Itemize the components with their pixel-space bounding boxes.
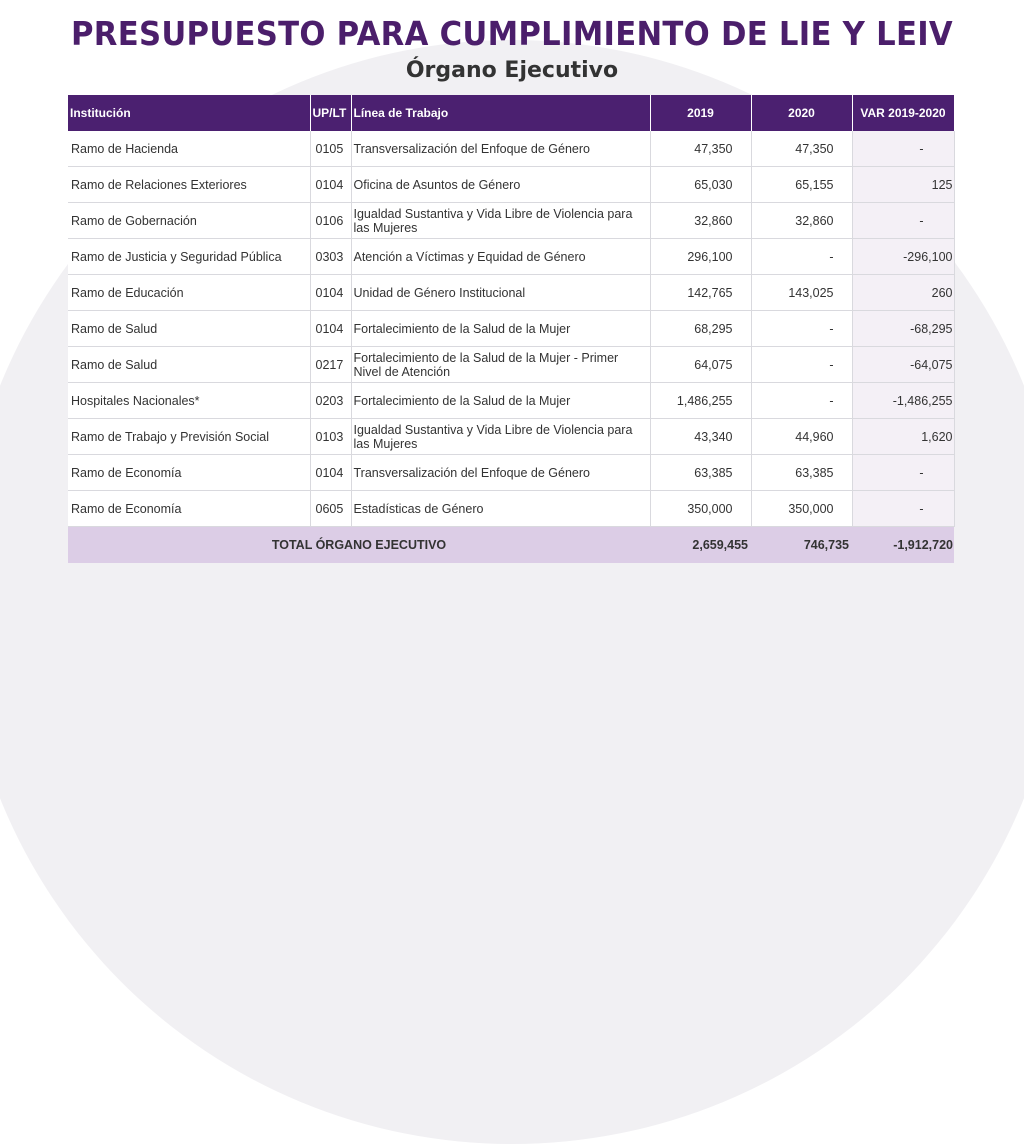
budget-table: Institución UP/LT Línea de Trabajo 2019 … [68,95,955,563]
cell-var: -296,100 [852,238,955,275]
cell-linea: Unidad de Género Institucional [351,274,651,311]
cell-institucion: Ramo de Salud [68,310,311,347]
table-row: Ramo de Salud 0217 Fortalecimiento de la S… [68,346,955,383]
cell-linea: Oficina de Asuntos de Género [351,166,651,203]
cell-uplt: 0605 [310,490,352,527]
cell-uplt: 0203 [310,382,352,419]
header-uplt: UP/LT [310,95,352,131]
cell-uplt: 0105 [310,131,352,167]
cell-institucion: Ramo de Gobernación [68,202,311,239]
cell-2020: 65,155 [751,166,853,203]
cell-2019: 43,340 [650,418,752,455]
cell-var: -64,075 [852,346,955,383]
cell-2019: 65,030 [650,166,752,203]
table-row: Ramo de Trabajo y Previsión Social 0103 Ig… [68,418,955,455]
page-title: PRESUPUESTO PARA CUMPLIMIENTO DE LIE Y L… [71,14,953,53]
cell-2019: 32,860 [650,202,752,239]
cell-var: - [852,490,955,527]
table-row: Ramo de Educación 0104 Unidad de Género In… [68,274,955,311]
cell-linea: Fortalecimiento de la Salud de la Mujer [351,310,651,347]
table-row: Ramo de Justicia y Seguridad Pública 0303… [68,238,955,275]
cell-var: - [852,202,955,239]
total-2019: 2,659,455 [650,526,751,563]
total-2020: 746,735 [751,526,852,563]
table-row: Hospitales Nacionales* 0203 Fortalecimient… [68,382,955,419]
cell-2019: 350,000 [650,490,752,527]
table-row: Ramo de Hacienda 0105 Transversalización d… [68,131,955,167]
cell-2020: 143,025 [751,274,853,311]
table-row: Ramo de Economía 0104 Transversalización d… [68,454,955,491]
cell-linea: Fortalecimiento de la Salud de la Mujer … [351,346,651,383]
cell-var: - [852,131,955,167]
table-row: Ramo de Salud 0104 Fortalecimiento de la S… [68,310,955,347]
cell-2019: 68,295 [650,310,752,347]
cell-2020: - [751,238,853,275]
cell-linea: Fortalecimiento de la Salud de la Mujer [351,382,651,419]
cell-linea: Igualdad Sustantiva y Vida Libre de Viol… [351,202,651,239]
cell-2019: 1,486,255 [650,382,752,419]
cell-var: - [852,454,955,491]
cell-2019: 63,385 [650,454,752,491]
cell-uplt: 0103 [310,418,352,455]
cell-uplt: 0104 [310,166,352,203]
header-linea: Línea de Trabajo [351,95,651,131]
cell-var: -68,295 [852,310,955,347]
cell-uplt: 0217 [310,346,352,383]
cell-2020: 44,960 [751,418,853,455]
cell-institucion: Ramo de Justicia y Seguridad Pública [68,238,311,275]
cell-2020: 47,350 [751,131,853,167]
table-header-row: Institución UP/LT Línea de Trabajo 2019 … [68,95,955,131]
cell-2019: 47,350 [650,131,752,167]
cell-uplt: 0104 [310,274,352,311]
cell-linea: Transversalización del Enfoque de Género [351,131,651,167]
cell-2019: 296,100 [650,238,752,275]
cell-linea: Igualdad Sustantiva y Vida Libre de Viol… [351,418,651,455]
cell-institucion: Ramo de Economía [68,454,311,491]
cell-2020: - [751,310,853,347]
cell-linea: Estadísticas de Género [351,490,651,527]
total-label: TOTAL ÓRGANO EJECUTIVO [68,526,650,563]
table-row: Ramo de Economía 0605 Estadísticas de Géne… [68,490,955,527]
cell-2020: 32,860 [751,202,853,239]
header-2020: 2020 [751,95,853,131]
table-row: Ramo de Relaciones Exteriores 0104 Oficina… [68,166,955,203]
page-subtitle: Órgano Ejecutivo [405,58,619,83]
cell-institucion: Hospitales Nacionales* [68,382,311,419]
cell-2020: - [751,382,853,419]
cell-var: 1,620 [852,418,955,455]
cell-uplt: 0303 [310,238,352,275]
cell-institucion: Ramo de Relaciones Exteriores [68,166,311,203]
total-row: TOTAL ÓRGANO EJECUTIVO 2,659,455 746,735… [68,526,954,563]
cell-institucion: Ramo de Salud [68,346,311,383]
cell-var: -1,486,255 [852,382,955,419]
table-body: Ramo de Hacienda 0105 Transversalización d… [68,131,955,527]
cell-institucion: Ramo de Economía [68,490,311,527]
cell-2020: - [751,346,853,383]
cell-var: 125 [852,166,955,203]
cell-uplt: 0104 [310,310,352,347]
table-row: Ramo de Gobernación 0106 Igualdad Sustanti… [68,202,955,239]
cell-institucion: Ramo de Educación [68,274,311,311]
cell-2019: 142,765 [650,274,752,311]
header-var: VAR 2019-2020 [852,95,955,131]
cell-linea: Transversalización del Enfoque de Género [351,454,651,491]
cell-var: 260 [852,274,955,311]
cell-institucion: Ramo de Trabajo y Previsión Social [68,418,311,455]
total-var: -1,912,720 [852,526,954,563]
cell-institucion: Ramo de Hacienda [68,131,311,167]
cell-2020: 63,385 [751,454,853,491]
cell-uplt: 0104 [310,454,352,491]
cell-linea: Atención a Víctimas y Equidad de Género [351,238,651,275]
cell-2019: 64,075 [650,346,752,383]
header-2019: 2019 [650,95,752,131]
header-institucion: Institución [68,95,311,131]
cell-uplt: 0106 [310,202,352,239]
cell-2020: 350,000 [751,490,853,527]
